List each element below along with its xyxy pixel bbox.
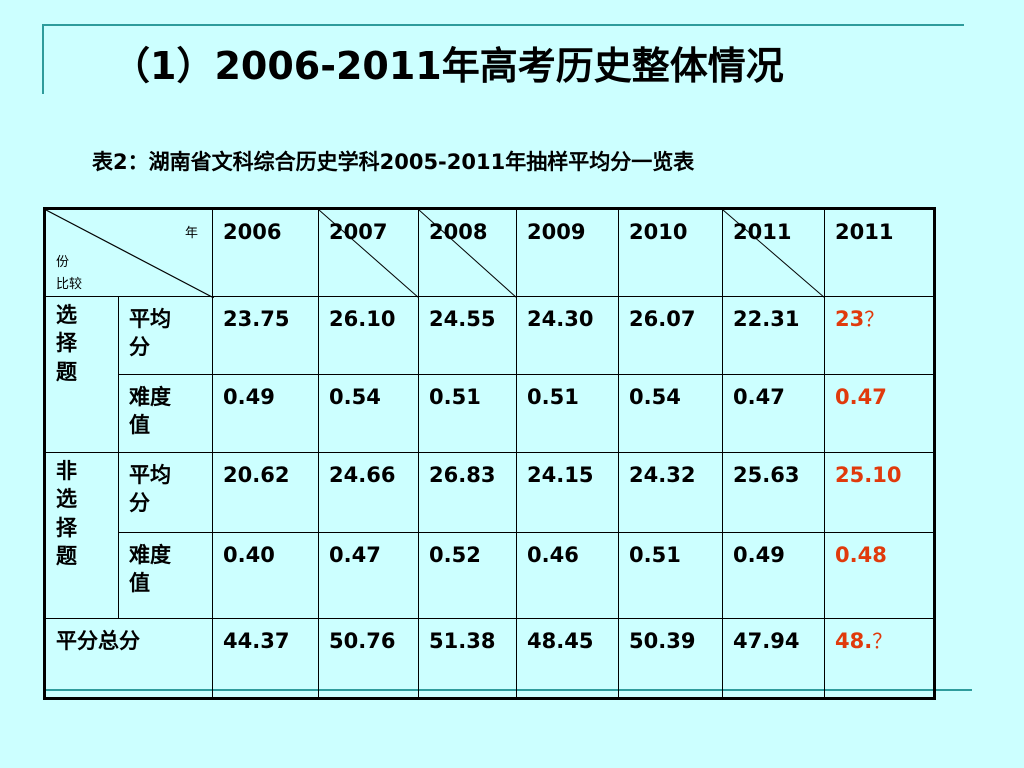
cell-value: 47.94 [722,618,825,699]
year-header-2011: 2011 [722,208,825,298]
group-char: 选 [56,487,77,512]
cell-value: 26.07 [618,296,723,375]
cell-value: 0.51 [418,374,517,453]
year-header-2010: 2010 [618,208,723,297]
cell-estimate: 0.47 [824,374,935,453]
cell-value: 24.15 [516,452,619,533]
question-mark: ？ [872,629,893,653]
year-header: 2011 [733,220,792,244]
row-label-line: 平均 [129,307,171,331]
cell-value: 48.45 [516,618,619,699]
group-char: 题 [56,359,77,384]
row-label-difficulty: 难度 值 [118,532,213,619]
year-header: 2008 [429,220,488,244]
row-label-line: 难度 [129,385,171,409]
corner-diagonal [46,210,214,298]
cell-value: 51.38 [418,618,517,699]
header-row: 年 份 比较 2006 2007 2008 2009 2010 2011 201… [44,208,935,298]
year-header: 2006 [212,208,319,297]
group-char: 择 [56,515,77,540]
year-header: 2007 [329,220,388,244]
header-diagonal [319,210,419,298]
cell-value: 44.37 [212,618,319,699]
table-row-nonchoice-avg: 非 选 择 题 平均 分 20.62 24.66 26.83 24.15 24.… [44,452,935,619]
year-header: 2011 [835,220,894,244]
year-header-2009: 2009 [516,208,619,297]
cell-value: 0.51 [618,532,723,619]
cell-value: 25.63 [722,452,825,533]
cell-value: 0.51 [516,374,619,453]
estimate-value: 23 [835,307,865,331]
table-row-total: 平分总分 44.37 50.76 51.38 48.45 50.39 47.94… [44,618,935,699]
cell-value: 0.49 [722,532,825,619]
header-diagonal [723,210,825,298]
cell-value: 26.83 [418,452,517,533]
cell-estimate: 0.48 [824,532,935,619]
row-label-line: 分 [129,491,150,516]
cell-value: 24.55 [418,296,517,375]
score-table: 年 份 比较 2006 2007 2008 2009 2010 2011 201… [43,207,936,700]
cell-value: 50.39 [618,618,723,699]
row-label-line: 值 [129,413,150,438]
cell-value: 0.54 [618,374,723,453]
cell-value: 0.49 [212,374,319,453]
cell-value: 0.40 [212,532,319,619]
row-label-total: 平分总分 [44,618,213,699]
row-label-line: 分 [129,335,150,360]
row-label-line: 值 [129,571,150,596]
table-row-choice-avg: 选 择 题 平均 分 23.75 26.10 24.55 24.30 26.07… [44,296,935,453]
row-label-line: 平均 [129,463,171,487]
header-diagonal [419,210,517,298]
group-char: 选 [56,303,77,327]
cell-estimate: 25.10 [824,452,935,533]
cell-value: 0.47 [318,532,419,619]
row-label-difficulty: 难度 值 [118,374,213,453]
decor-left-vline [42,24,44,94]
cell-value: 20.62 [212,452,319,533]
cell-value: 0.47 [722,374,825,453]
year-header-2011-estimate: 2011 [824,208,935,297]
table-caption: 表2：湖南省文科综合历史学科2005-2011年抽样平均分一览表 [92,150,695,174]
cell-value: 26.10 [318,296,419,375]
corner-compare-label: 比较 [56,277,83,292]
question-mark: ？ [864,307,885,331]
cell-value: 0.52 [418,532,517,619]
cell-value: 24.32 [618,452,723,533]
corner-fen-label: 份 [56,255,70,270]
group-char: 非 [56,459,77,483]
group-char: 题 [56,544,77,569]
row-label-avg: 平均 分 [118,296,213,375]
cell-value: 24.30 [516,296,619,375]
corner-header-cell: 年 份 比较 [44,208,214,298]
group-char: 择 [56,331,77,356]
decor-top-line [42,24,964,26]
cell-value: 50.76 [318,618,419,699]
year-header: 2009 [527,220,586,244]
cell-value: 24.66 [318,452,419,533]
cell-value: 0.54 [318,374,419,453]
row-label-line: 难度 [129,543,171,567]
cell-estimate: 48.？ [824,618,935,699]
cell-value: 22.31 [722,296,825,375]
table-row-choice-difficulty: 难度 值 0.49 0.54 0.51 0.51 0.54 0.47 0.47 [45,374,935,453]
year-header-2007: 2007 [318,208,419,298]
cell-value: 23.75 [212,296,319,375]
estimate-value: 48. [835,629,873,653]
group-nonchoice-label: 非 选 择 题 [44,452,119,619]
table-row-nonchoice-difficulty: 难度 值 0.40 0.47 0.52 0.46 0.51 0.49 0.48 [45,532,935,619]
corner-year-label: 年 [184,226,198,241]
year-header: 2010 [629,220,688,244]
year-header-2008: 2008 [418,208,517,298]
cell-value: 0.46 [516,532,619,619]
cell-estimate: 23？ [824,296,935,375]
slide-title: （1）2006-2011年高考历史整体情况 [112,44,784,88]
row-label-avg: 平均 分 [118,452,213,533]
group-choice-label: 选 择 题 [44,296,119,453]
